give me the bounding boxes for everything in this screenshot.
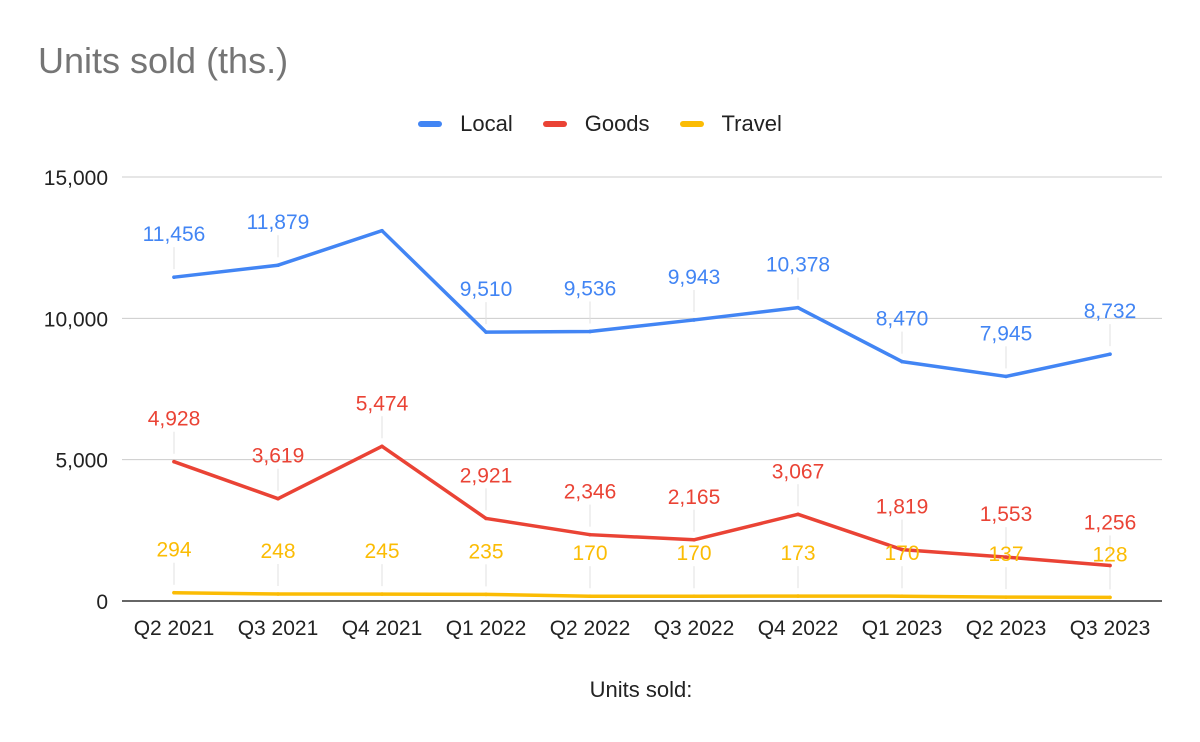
- series-line-local: [172, 228, 1112, 379]
- data-label-travel: 128: [1092, 543, 1127, 566]
- legend-item-goods[interactable]: Goods: [542, 111, 650, 137]
- data-label-local: 9,943: [668, 266, 721, 289]
- series-line-travel: [172, 590, 1112, 600]
- data-label-travel: 245: [364, 540, 399, 563]
- data-point-local: [900, 359, 904, 364]
- data-label-travel: 294: [156, 539, 191, 562]
- x-axis-title: Units sold:: [589, 677, 693, 702]
- data-label-travel: 248: [260, 540, 295, 563]
- data-label-local: 11,879: [247, 211, 310, 234]
- legend-item-local[interactable]: Local: [418, 111, 513, 137]
- data-label-goods: 1,553: [980, 503, 1033, 526]
- data-point-local: [276, 263, 280, 268]
- data-point-goods: [588, 532, 592, 537]
- data-label-local: 8,732: [1084, 300, 1137, 323]
- legend-swatch-goods: [542, 121, 567, 127]
- data-point-goods: [1004, 555, 1008, 559]
- data-label-travel: 173: [780, 542, 815, 565]
- legend-label-travel: Travel: [721, 111, 782, 136]
- data-label-goods: 2,346: [564, 481, 617, 504]
- data-label-goods: 3,619: [252, 445, 305, 468]
- x-tick-label: Q1 2023: [862, 617, 943, 640]
- x-tick-label: Q1 2022: [446, 617, 527, 640]
- data-point-travel: [692, 594, 696, 598]
- data-label-goods: 4,928: [148, 408, 201, 431]
- data-point-goods: [484, 516, 488, 521]
- data-point-travel: [380, 592, 384, 596]
- data-point-goods: [692, 538, 696, 542]
- data-point-goods: [380, 444, 384, 449]
- data-label-local: 8,470: [876, 308, 929, 331]
- data-point-travel: [484, 592, 488, 597]
- data-label-travel: 137: [988, 543, 1023, 566]
- data-label-local: 10,378: [766, 254, 830, 277]
- x-tick-label: Q4 2022: [758, 617, 839, 640]
- data-label-local: 7,945: [980, 322, 1033, 345]
- x-tick-label: Q2 2022: [550, 617, 631, 640]
- data-point-local: [588, 329, 592, 334]
- data-label-goods: 5,474: [356, 392, 409, 415]
- data-label-goods: 2,921: [460, 464, 513, 487]
- legend-label-local: Local: [460, 111, 513, 136]
- data-label-local: 11,456: [143, 223, 206, 246]
- data-label-goods: 1,256: [1084, 511, 1137, 534]
- data-label-travel: 170: [572, 542, 607, 565]
- x-tick-label: Q2 2023: [966, 617, 1047, 640]
- data-point-local: [1108, 352, 1112, 356]
- legend-item-travel[interactable]: Travel: [679, 111, 782, 137]
- data-point-goods: [1108, 563, 1112, 568]
- x-tick-label: Q2 2021: [134, 617, 215, 640]
- data-label-travel: 170: [884, 542, 919, 565]
- y-tick-label: 15,000: [44, 167, 108, 190]
- y-tick-label: 10,000: [44, 308, 108, 331]
- legend-label-goods: Goods: [584, 111, 650, 136]
- legend-swatch-local: [418, 121, 443, 127]
- data-point-travel: [900, 594, 904, 598]
- chart-title: Units sold (ths.): [38, 40, 289, 81]
- data-label-goods: 3,067: [772, 460, 825, 483]
- data-point-local: [484, 330, 488, 334]
- data-point-travel: [276, 592, 280, 596]
- data-point-local: [1004, 374, 1008, 379]
- data-label-local: 9,510: [460, 278, 513, 301]
- legend-swatch-travel: [679, 121, 704, 127]
- series-line-goods: [172, 444, 1112, 568]
- data-label-goods: 1,819: [876, 496, 929, 519]
- data-point-local: [380, 228, 384, 233]
- data-point-travel: [172, 590, 176, 595]
- data-point-travel: [1004, 595, 1008, 599]
- data-label-travel: 170: [676, 542, 711, 565]
- x-tick-label: Q3 2022: [654, 617, 735, 640]
- data-label-travel: 235: [468, 540, 503, 563]
- x-tick-label: Q3 2023: [1070, 617, 1151, 640]
- x-tick-label: Q3 2021: [238, 617, 319, 640]
- data-point-travel: [796, 594, 800, 598]
- data-point-goods: [796, 512, 800, 517]
- data-point-local: [692, 318, 696, 322]
- data-point-local: [172, 275, 176, 279]
- data-point-goods: [900, 547, 904, 552]
- legend: Local Goods Travel: [0, 111, 1200, 137]
- y-tick-label: 5,000: [55, 450, 108, 473]
- x-tick-label: Q4 2021: [342, 617, 423, 640]
- data-label-goods: 2,165: [668, 486, 721, 509]
- data-point-travel: [588, 594, 592, 598]
- data-point-goods: [276, 496, 280, 501]
- y-tick-label: 0: [96, 591, 108, 614]
- data-label-local: 9,536: [564, 277, 617, 300]
- data-point-goods: [172, 459, 176, 464]
- data-point-travel: [1108, 595, 1112, 600]
- data-point-local: [796, 305, 800, 310]
